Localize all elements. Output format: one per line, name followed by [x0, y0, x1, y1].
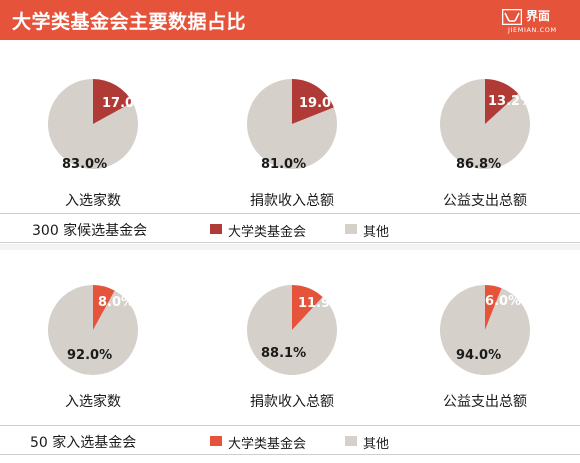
pie-group: 13.2% 86.8% 公益支出总额 — [390, 52, 580, 252]
highlight-value-label: 6.0% — [485, 294, 522, 309]
chart-header: 大学类基金会主要数据占比 界面 JIEMIAN.COM — [0, 0, 580, 40]
highlight-value-label: 13.2% — [488, 94, 534, 109]
jiemian-logo: 界面 JIEMIAN.COM — [502, 6, 568, 36]
panel-50-selected: 8.0% 92.0% 入选家数 11.9% 88.1% 捐款收入总额 6.0% … — [0, 250, 580, 460]
pie-slice-university — [93, 285, 115, 330]
pie-slice-other — [246, 79, 337, 169]
pie-caption: 捐款收入总额 — [250, 394, 334, 410]
pie-slice-university — [292, 285, 323, 330]
highlight-value-label: 8.0% — [98, 295, 135, 310]
legend-title: 50 家入选基金会 — [30, 435, 137, 451]
pie-caption: 公益支出总额 — [443, 394, 527, 410]
logo-name: 界面 — [526, 9, 551, 23]
chart-title: 大学类基金会主要数据占比 — [12, 11, 247, 33]
section-divider — [0, 244, 580, 250]
other-value-label: 94.0% — [456, 348, 502, 363]
pie-group: 8.0% 92.0% 入选家数 — [0, 258, 188, 458]
pie-group: 19.0% 81.0% 捐款收入总额 — [197, 52, 387, 252]
logo-url: JIEMIAN.COM — [508, 26, 557, 34]
pie-group: 6.0% 94.0% 公益支出总额 — [390, 258, 580, 458]
pie-slice-university — [485, 285, 502, 330]
legend-swatch — [345, 436, 357, 446]
panel-300-candidates: 17.0% 83.0% 入选家数 19.0% 81.0% 捐款收入总额 13.2… — [0, 40, 580, 244]
other-value-label: 86.8% — [456, 157, 502, 172]
legend-label: 大学类基金会 — [228, 437, 307, 452]
legend-label: 其他 — [363, 225, 390, 240]
pie-slice-university — [93, 79, 133, 124]
legend-swatch — [345, 224, 357, 234]
other-value-label: 88.1% — [261, 346, 307, 361]
other-value-label: 81.0% — [261, 157, 307, 172]
pie-chart — [440, 79, 530, 169]
legend: 300 家候选基金会 大学类基金会 其他 — [0, 213, 580, 243]
pie-chart — [440, 285, 530, 375]
pie-slice-university — [485, 79, 519, 124]
pie-caption: 公益支出总额 — [443, 193, 527, 209]
highlight-value-label: 19.0% — [299, 96, 345, 111]
legend: 50 家入选基金会 大学类基金会 其他 — [0, 425, 580, 455]
legend-label: 大学类基金会 — [228, 225, 307, 240]
legend-swatch — [210, 436, 222, 446]
pie-group: 11.9% 88.1% 捐款收入总额 — [197, 258, 387, 458]
pie-slice-university — [292, 79, 334, 124]
pie-group: 17.0% 83.0% 入选家数 — [0, 52, 188, 252]
legend-swatch — [210, 224, 222, 234]
pie-chart — [48, 79, 139, 169]
pie-chart — [47, 285, 138, 375]
pie-chart — [247, 285, 337, 375]
legend-title: 300 家候选基金会 — [32, 223, 148, 239]
pie-caption: 入选家数 — [65, 193, 121, 209]
pie-chart — [246, 79, 337, 169]
logo-mark-icon — [502, 9, 522, 25]
pie-caption: 捐款收入总额 — [250, 193, 334, 209]
other-value-label: 92.0% — [67, 348, 113, 363]
other-value-label: 83.0% — [62, 157, 108, 172]
pie-caption: 入选家数 — [65, 394, 121, 410]
highlight-value-label: 17.0% — [102, 96, 148, 111]
highlight-value-label: 11.9% — [298, 296, 344, 311]
legend-label: 其他 — [363, 437, 390, 452]
